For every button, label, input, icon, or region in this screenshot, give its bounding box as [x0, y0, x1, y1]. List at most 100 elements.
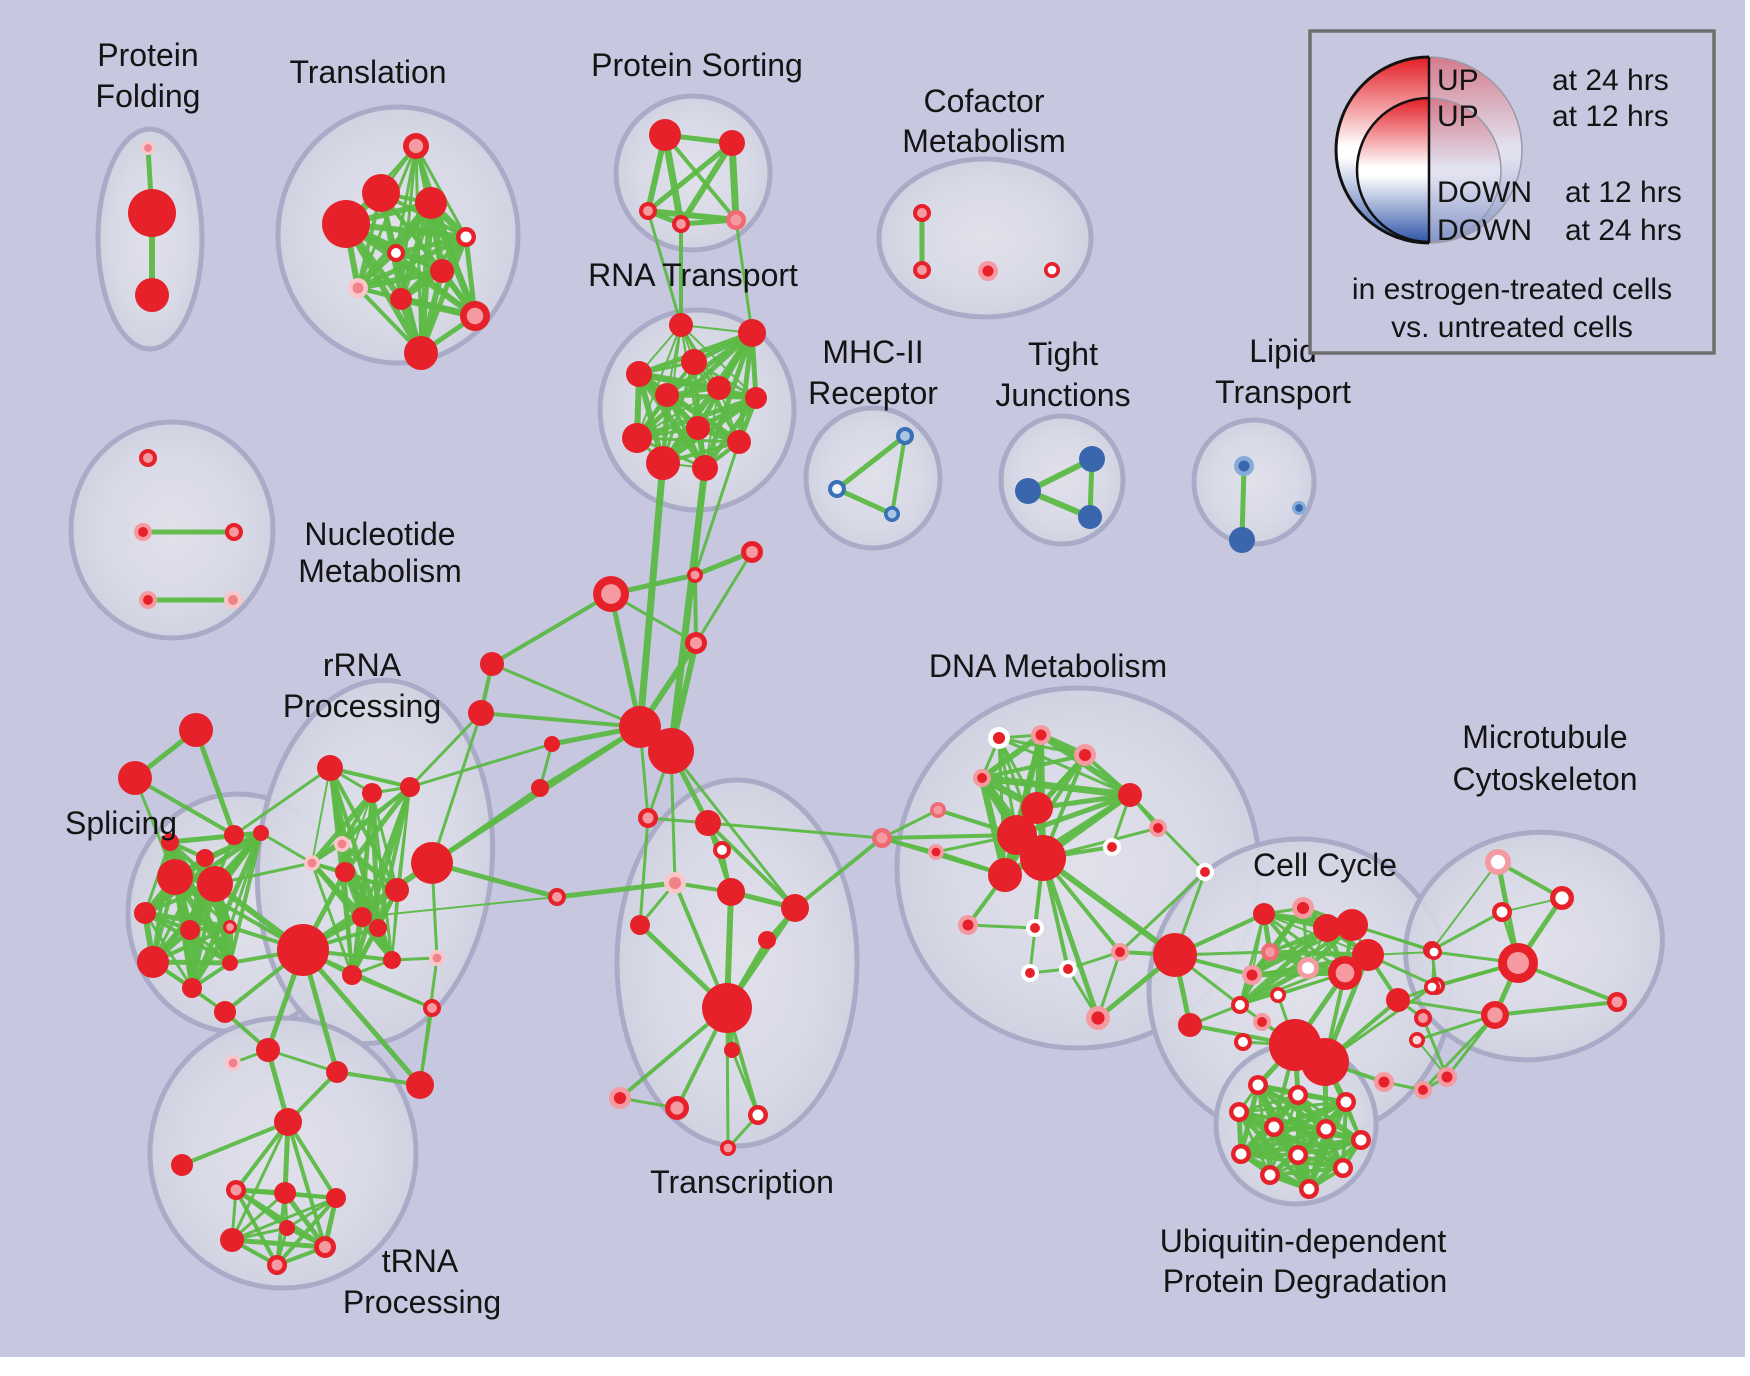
- node-ub9: [1288, 1145, 1308, 1165]
- node-ring-24hr: [648, 728, 694, 774]
- node-core-12hr: [427, 1003, 437, 1013]
- node-ring-24hr: [622, 423, 652, 453]
- edge: [350, 973, 434, 1010]
- node-core-12hr: [982, 265, 994, 277]
- node-core-12hr: [992, 731, 1006, 745]
- node-core-12hr: [931, 847, 941, 857]
- node-ring-24hr: [686, 416, 710, 440]
- node-tr2: [256, 1038, 280, 1062]
- edge: [890, 434, 907, 516]
- node-core-12hr: [1490, 854, 1506, 870]
- rna-transport-label: RNA Transport: [588, 257, 798, 293]
- edge: [693, 466, 707, 577]
- legend-footer-2: vs. untreated cells: [1391, 311, 1633, 344]
- node-ring-24hr: [646, 446, 680, 480]
- edge: [479, 711, 642, 729]
- node-t6: [387, 244, 405, 262]
- edge: [370, 791, 399, 892]
- node-trh4: [220, 1228, 244, 1252]
- node-core-12hr: [1292, 1089, 1304, 1101]
- node-sp3: [134, 902, 156, 924]
- protein-folding-label-1: Protein: [97, 37, 198, 73]
- node-ring-24hr: [727, 430, 751, 454]
- node-rt12: [692, 455, 718, 481]
- node-sp8: [222, 955, 238, 971]
- microtubule-label-1: Microtubule: [1462, 719, 1627, 755]
- node-core-12hr: [230, 1184, 242, 1196]
- edge: [282, 1190, 328, 1250]
- node-core-12hr: [1487, 1007, 1503, 1023]
- node-cc14: [1234, 1033, 1252, 1051]
- node-core-12hr: [1235, 1148, 1247, 1160]
- node-ring-24hr: [222, 955, 238, 971]
- node-mh2: [828, 480, 846, 498]
- node-ch4: [685, 632, 707, 654]
- edge: [343, 221, 424, 356]
- edge: [636, 371, 759, 401]
- node-core-12hr: [228, 595, 238, 605]
- tight-junctions-label-2: Junctions: [995, 377, 1130, 413]
- node-dn15: [1026, 919, 1044, 937]
- edge: [706, 821, 797, 910]
- edge: [232, 766, 332, 837]
- node-ring-24hr: [415, 187, 447, 219]
- node-tr3: [225, 1055, 241, 1071]
- node-dn12: [1103, 838, 1121, 856]
- node-rr13: [429, 950, 445, 966]
- node-ring-24hr: [1301, 1038, 1349, 1086]
- node-hub2: [648, 728, 694, 774]
- edge: [1040, 855, 1101, 1021]
- node-core-12hr: [1264, 1169, 1276, 1181]
- node-dn16: [1086, 1006, 1110, 1030]
- node-mt1: [1485, 849, 1511, 875]
- nucleotide-label-2: Metabolism: [298, 553, 462, 589]
- node-tx2: [695, 810, 721, 836]
- node-pf2: [128, 189, 176, 237]
- node-mt7: [1481, 1001, 1509, 1029]
- node-ring-24hr: [277, 924, 329, 976]
- node-ring-24hr: [118, 761, 152, 795]
- node-core-12hr: [670, 1101, 684, 1115]
- node-ub12: [1333, 1158, 1353, 1178]
- node-ring-24hr: [1078, 505, 1102, 529]
- node-t5: [456, 227, 476, 247]
- node-tx4: [664, 872, 686, 894]
- edge: [730, 1048, 760, 1117]
- node-t8: [348, 278, 368, 298]
- node-tr4: [326, 1061, 348, 1083]
- node-core-12hr: [900, 431, 910, 441]
- node-ring-24hr: [135, 278, 169, 312]
- node-nm4: [139, 591, 157, 609]
- node-core-12hr: [1265, 947, 1275, 957]
- node-tx15: [758, 931, 776, 949]
- node-t1: [403, 133, 429, 159]
- edge: [430, 711, 483, 865]
- edge: [1268, 1166, 1345, 1177]
- node-core-12hr: [318, 1240, 332, 1254]
- node-core-12hr: [1412, 1035, 1422, 1045]
- node-tj3: [1078, 505, 1102, 529]
- edge: [694, 550, 754, 645]
- edge: [736, 330, 755, 445]
- node-core-12hr: [1301, 961, 1315, 975]
- node-ring-24hr: [224, 825, 244, 845]
- node-dn4: [973, 769, 991, 787]
- node-ring-24hr: [1253, 903, 1275, 925]
- node-core-12hr: [917, 208, 927, 218]
- node-ring-24hr: [411, 842, 453, 884]
- edge: [259, 831, 314, 865]
- node-ring-24hr: [707, 376, 731, 400]
- node-nm3: [225, 523, 243, 541]
- node-tx10: [724, 1042, 740, 1058]
- node-sp7: [182, 978, 202, 998]
- edge: [328, 766, 412, 789]
- edge: [1267, 949, 1371, 958]
- node-ring-24hr: [390, 288, 412, 310]
- edge: [636, 371, 708, 471]
- node-rr3: [400, 777, 420, 797]
- legend-outline-outer-left: [1334, 55, 1430, 245]
- node-sp1: [157, 859, 193, 895]
- mhc-label-1: MHC-II: [822, 334, 923, 370]
- node-mt9: [1409, 1032, 1425, 1048]
